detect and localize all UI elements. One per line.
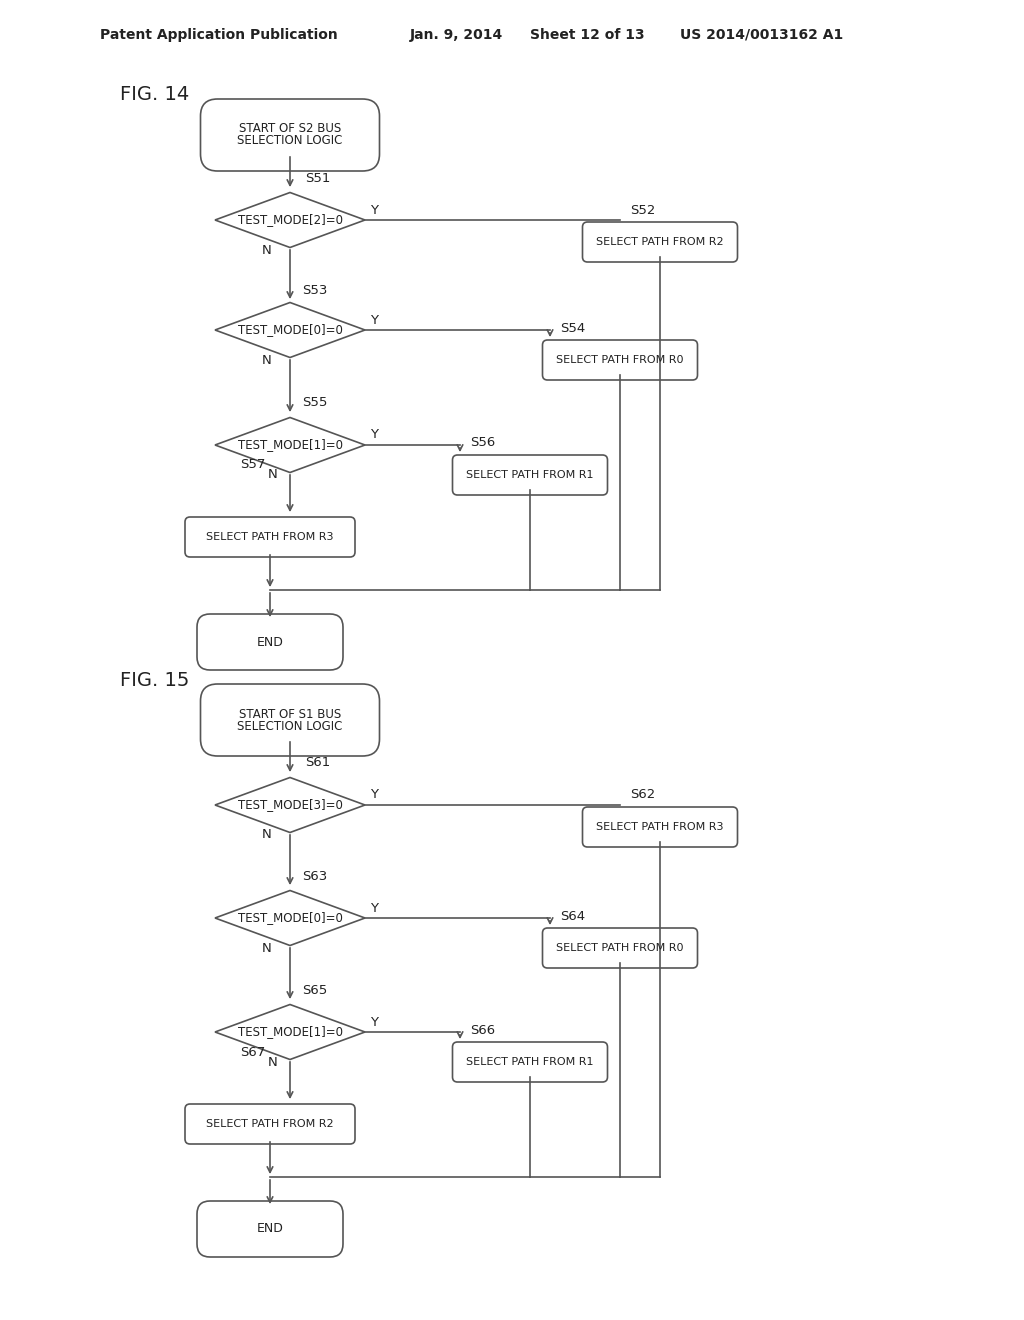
FancyBboxPatch shape (197, 614, 343, 671)
Text: S63: S63 (302, 870, 328, 883)
Text: N: N (262, 829, 271, 842)
FancyBboxPatch shape (185, 1104, 355, 1144)
Text: END: END (257, 1222, 284, 1236)
Text: TEST_MODE[2]=0: TEST_MODE[2]=0 (238, 214, 342, 227)
FancyBboxPatch shape (201, 684, 380, 756)
Text: SELECT PATH FROM R1: SELECT PATH FROM R1 (466, 1057, 594, 1067)
Text: SELECT PATH FROM R3: SELECT PATH FROM R3 (596, 822, 724, 832)
Text: S64: S64 (560, 909, 585, 923)
Text: START OF S1 BUS: START OF S1 BUS (239, 708, 341, 721)
Text: TEST_MODE[0]=0: TEST_MODE[0]=0 (238, 323, 342, 337)
FancyBboxPatch shape (583, 222, 737, 261)
FancyBboxPatch shape (453, 455, 607, 495)
Text: END: END (257, 635, 284, 648)
Text: N: N (262, 243, 271, 256)
Text: N: N (262, 354, 271, 367)
Text: S51: S51 (305, 172, 331, 185)
FancyBboxPatch shape (543, 341, 697, 380)
Text: S55: S55 (302, 396, 328, 409)
Text: S54: S54 (560, 322, 586, 334)
Text: TEST_MODE[0]=0: TEST_MODE[0]=0 (238, 912, 342, 924)
Text: Y: Y (370, 429, 378, 441)
Text: Y: Y (370, 314, 378, 326)
Text: S61: S61 (305, 756, 331, 770)
Text: FIG. 14: FIG. 14 (120, 86, 189, 104)
Text: S65: S65 (302, 983, 328, 997)
Text: SELECT PATH FROM R1: SELECT PATH FROM R1 (466, 470, 594, 480)
Text: TEST_MODE[3]=0: TEST_MODE[3]=0 (238, 799, 342, 812)
Polygon shape (215, 891, 365, 945)
FancyBboxPatch shape (185, 517, 355, 557)
Text: US 2014/0013162 A1: US 2014/0013162 A1 (680, 28, 843, 42)
Text: TEST_MODE[1]=0: TEST_MODE[1]=0 (238, 438, 342, 451)
Text: S62: S62 (630, 788, 655, 801)
Text: N: N (262, 941, 271, 954)
Text: S67: S67 (240, 1045, 265, 1059)
Text: SELECTION LOGIC: SELECTION LOGIC (238, 135, 343, 148)
Text: SELECT PATH FROM R0: SELECT PATH FROM R0 (556, 355, 684, 366)
Text: Patent Application Publication: Patent Application Publication (100, 28, 338, 42)
Text: TEST_MODE[1]=0: TEST_MODE[1]=0 (238, 1026, 342, 1039)
FancyBboxPatch shape (201, 99, 380, 172)
Text: S53: S53 (302, 284, 328, 297)
Text: Y: Y (370, 902, 378, 915)
Text: Y: Y (370, 1015, 378, 1028)
Text: FIG. 15: FIG. 15 (120, 671, 189, 689)
Text: N: N (268, 1056, 278, 1068)
Polygon shape (215, 1005, 365, 1060)
Text: Jan. 9, 2014: Jan. 9, 2014 (410, 28, 503, 42)
Text: SELECT PATH FROM R0: SELECT PATH FROM R0 (556, 942, 684, 953)
Text: SELECT PATH FROM R2: SELECT PATH FROM R2 (206, 1119, 334, 1129)
Text: SELECTION LOGIC: SELECTION LOGIC (238, 719, 343, 733)
Polygon shape (215, 417, 365, 473)
Text: S57: S57 (240, 458, 265, 471)
Text: S52: S52 (630, 203, 655, 216)
Text: N: N (268, 469, 278, 482)
Text: S56: S56 (470, 437, 496, 450)
Polygon shape (215, 193, 365, 248)
Text: Y: Y (370, 203, 378, 216)
Polygon shape (215, 777, 365, 833)
Text: SELECT PATH FROM R2: SELECT PATH FROM R2 (596, 238, 724, 247)
Text: SELECT PATH FROM R3: SELECT PATH FROM R3 (206, 532, 334, 543)
Text: Sheet 12 of 13: Sheet 12 of 13 (530, 28, 645, 42)
Polygon shape (215, 302, 365, 358)
FancyBboxPatch shape (197, 1201, 343, 1257)
Text: START OF S2 BUS: START OF S2 BUS (239, 123, 341, 136)
FancyBboxPatch shape (583, 807, 737, 847)
Text: Y: Y (370, 788, 378, 801)
FancyBboxPatch shape (543, 928, 697, 968)
FancyBboxPatch shape (453, 1041, 607, 1082)
Text: S66: S66 (470, 1023, 496, 1036)
